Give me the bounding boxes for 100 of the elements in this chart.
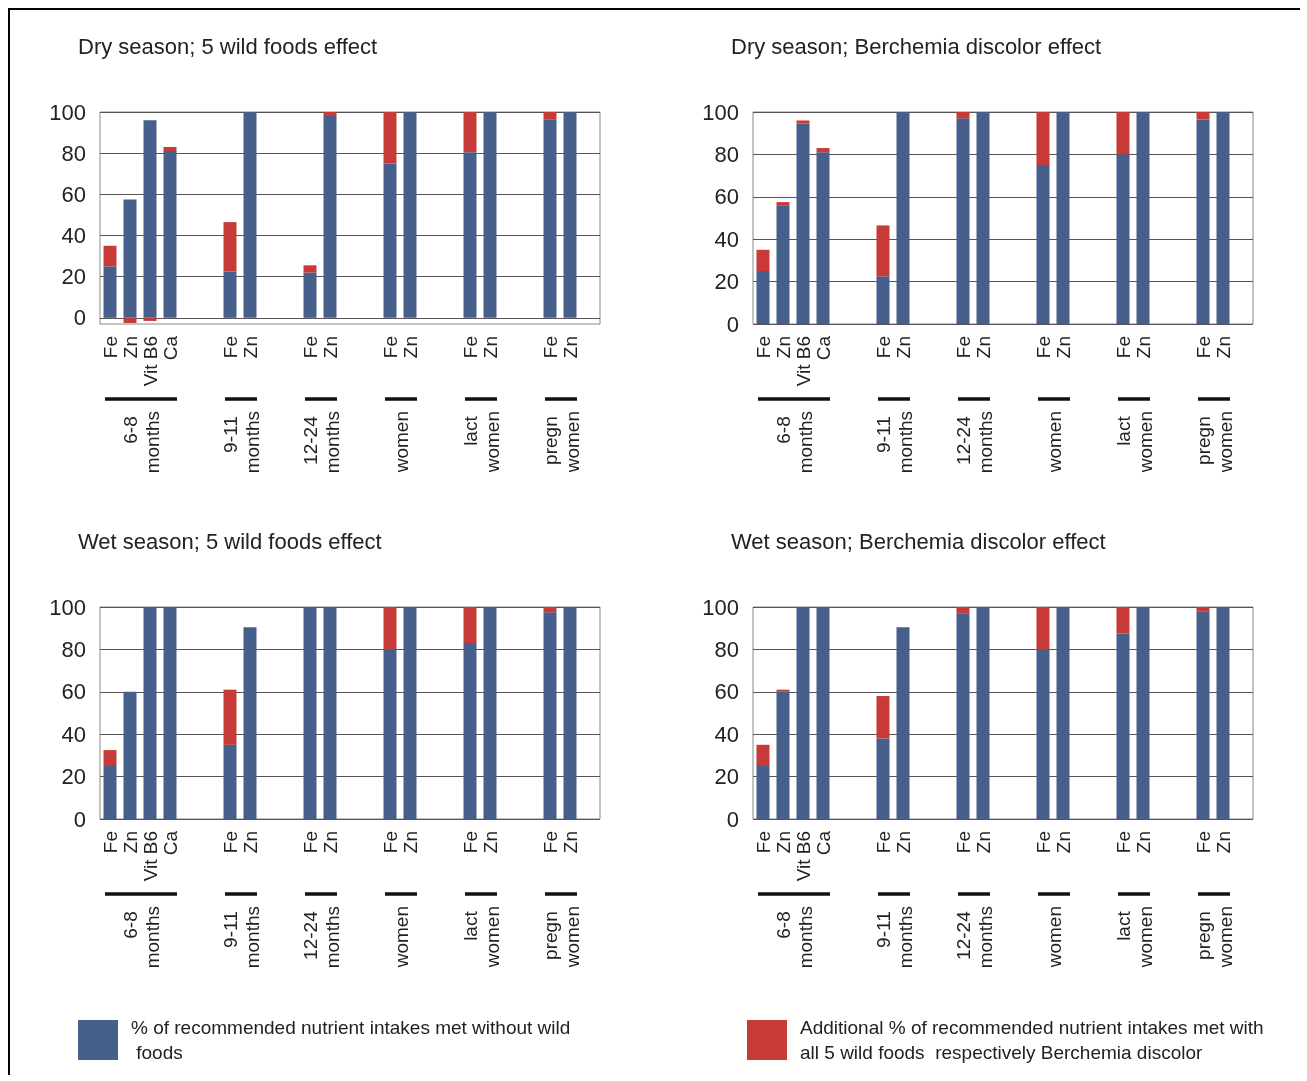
bar xyxy=(543,112,557,120)
x-tick-label: Fe xyxy=(379,831,401,854)
x-tick-label: Zn xyxy=(559,831,581,854)
bar xyxy=(403,607,417,819)
text: lact women xyxy=(1112,906,1156,969)
bar xyxy=(103,750,117,766)
x-tick-label: Zn xyxy=(399,336,421,359)
x-tick-label: Fe xyxy=(872,336,894,359)
text: 6-8 months xyxy=(772,411,816,474)
bar xyxy=(123,691,137,819)
x-tick-label: Fe xyxy=(539,336,561,359)
y-tick-label: 100 xyxy=(49,99,86,125)
bar xyxy=(143,607,157,819)
x-tick-label: Zn xyxy=(1052,336,1074,359)
text: 12-24 months xyxy=(299,411,343,474)
bar xyxy=(323,607,337,819)
chart-title: Wet season; Berchemia discolor effect xyxy=(731,528,1106,554)
y-tick-label: 60 xyxy=(61,679,86,705)
bar xyxy=(876,276,890,324)
y-tick-label: 20 xyxy=(714,269,739,295)
bar xyxy=(323,116,337,318)
y-tick-label: 80 xyxy=(61,636,86,662)
x-tick-label: Fe xyxy=(1192,336,1214,359)
y-tick-label: 40 xyxy=(714,721,739,747)
x-tick-label: Fe xyxy=(1192,831,1214,854)
x-tick-label: Fe xyxy=(299,831,321,854)
bar xyxy=(876,225,890,277)
x-tick-label: Zn xyxy=(119,336,141,359)
x-tick-label: Vit B6 xyxy=(792,336,814,387)
bar xyxy=(483,607,497,819)
bar xyxy=(243,627,257,819)
y-tick-label: 0 xyxy=(73,806,86,832)
x-tick-label: Vit B6 xyxy=(792,831,814,882)
y-tick-label: 60 xyxy=(714,184,739,210)
x-tick-label: Fe xyxy=(872,831,894,854)
bar xyxy=(543,607,557,613)
bar xyxy=(1196,119,1210,324)
x-tick-label: Zn xyxy=(399,831,421,854)
bar xyxy=(463,607,477,644)
text: women xyxy=(390,906,412,969)
text: 6-8 months xyxy=(772,906,816,969)
x-tick-label: Zn xyxy=(892,831,914,854)
text: pregn women xyxy=(539,411,583,474)
y-tick-label: 20 xyxy=(61,264,86,290)
bar xyxy=(383,112,397,164)
bar xyxy=(896,112,910,324)
y-tick-label: 0 xyxy=(73,305,86,331)
x-tick-label: Zn xyxy=(1052,831,1074,854)
bar xyxy=(796,123,810,324)
text: pregn women xyxy=(1192,906,1236,969)
bar xyxy=(776,202,790,206)
bar xyxy=(776,691,790,819)
text: lact women xyxy=(1112,411,1156,474)
legend-label: % of recommended nutrient intakes met without wild foods xyxy=(131,1017,571,1063)
text: women xyxy=(1043,411,1065,474)
text: 6-8 months xyxy=(119,906,163,969)
bar xyxy=(1056,607,1070,819)
bar xyxy=(223,222,237,272)
bar xyxy=(796,120,810,124)
bar xyxy=(143,120,157,318)
bar xyxy=(1196,112,1210,120)
x-tick-label: Fe xyxy=(1112,831,1134,854)
y-tick-label: 40 xyxy=(714,226,739,252)
bar xyxy=(123,199,137,318)
y-tick-label: 100 xyxy=(49,594,86,620)
chart-title: Wet season; 5 wild foods effect xyxy=(78,528,382,554)
x-tick-label: Zn xyxy=(319,336,341,359)
x-tick-label: Fe xyxy=(752,831,774,854)
bar xyxy=(956,118,970,324)
text: 9-11 months xyxy=(219,906,263,969)
bar xyxy=(876,738,890,819)
bar xyxy=(1116,633,1130,819)
bar xyxy=(143,317,157,321)
bar xyxy=(383,649,397,819)
x-tick-label: Fe xyxy=(1112,336,1134,359)
bar xyxy=(563,112,577,318)
x-tick-label: Zn xyxy=(1212,336,1234,359)
y-tick-label: 20 xyxy=(61,764,86,790)
bar xyxy=(876,696,890,739)
text: women xyxy=(390,411,412,474)
y-tick-label: 80 xyxy=(714,636,739,662)
bar xyxy=(163,146,177,152)
bar xyxy=(383,607,397,650)
y-tick-label: 20 xyxy=(714,764,739,790)
text: 6-8 months xyxy=(119,411,163,474)
x-tick-label: Zn xyxy=(972,336,994,359)
bar xyxy=(1116,112,1130,155)
x-tick-label: Fe xyxy=(299,336,321,359)
x-tick-label: Zn xyxy=(1132,831,1154,854)
x-tick-label: Fe xyxy=(379,336,401,359)
y-tick-label: 60 xyxy=(61,181,86,207)
bar xyxy=(223,744,237,819)
bar xyxy=(1036,112,1050,165)
text: lact women xyxy=(459,411,503,474)
bar xyxy=(483,112,497,318)
x-tick-label: Ca xyxy=(812,335,834,361)
x-tick-label: Zn xyxy=(239,831,261,854)
x-tick-label: Fe xyxy=(99,336,121,359)
text: pregn women xyxy=(539,906,583,969)
bar xyxy=(303,265,317,273)
